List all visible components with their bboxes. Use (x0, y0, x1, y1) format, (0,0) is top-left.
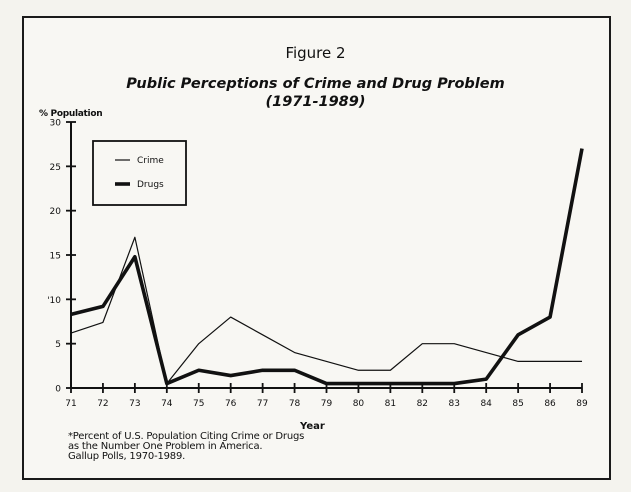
footnote-line: as the Number One Problem in America. (68, 441, 263, 452)
x-tick-label: 73 (129, 399, 140, 409)
chart-title: Public Perceptions of Crime and Drug Pro… (126, 76, 505, 92)
legend-box (92, 140, 187, 206)
y-tick-label: 15 (50, 252, 61, 262)
y-tick-label: 25 (50, 163, 61, 173)
y-tick-label: 20 (50, 207, 62, 217)
footnote-line: *Percent of U.S. Population Citing Crime… (68, 431, 305, 442)
x-axis-label: Year (300, 421, 325, 432)
x-tick-label: 74 (161, 399, 173, 409)
y-axis-label: % Population (39, 109, 103, 119)
figure-frame (22, 16, 611, 480)
footnote: *Percent of U.S. Population Citing Crime… (68, 432, 304, 462)
x-tick-label: 71 (65, 399, 76, 409)
x-tick-label: 83 (449, 399, 460, 409)
legend-label-drugs: Drugs (137, 180, 164, 190)
x-tick-label: 81 (385, 399, 396, 409)
y-tick-label: '10 (47, 296, 61, 306)
y-tick-label: 30 (50, 119, 62, 129)
x-tick-label: 84 (480, 399, 492, 409)
y-tick-label: 5 (55, 340, 61, 350)
x-tick-label: 75 (193, 399, 204, 409)
x-tick-label: 79 (321, 399, 333, 409)
x-tick-label: 85 (512, 399, 523, 409)
x-tick-label: 77 (257, 399, 268, 409)
legend-label-crime: Crime (137, 156, 164, 166)
chart-subtitle: (1971-1989) (265, 94, 366, 110)
x-tick-label: 82 (417, 399, 428, 409)
x-tick-label: 72 (97, 399, 108, 409)
y-tick-label: 0 (55, 385, 61, 395)
x-tick-label: 78 (289, 399, 301, 409)
x-tick-label: 76 (225, 399, 237, 409)
x-tick-label: 80 (353, 399, 365, 409)
footnote-line: Gallup Polls, 1970-1989. (68, 451, 186, 462)
x-tick-label: 86 (544, 399, 556, 409)
figure-label: Figure 2 (285, 44, 346, 62)
x-tick-label: 89 (576, 399, 588, 409)
